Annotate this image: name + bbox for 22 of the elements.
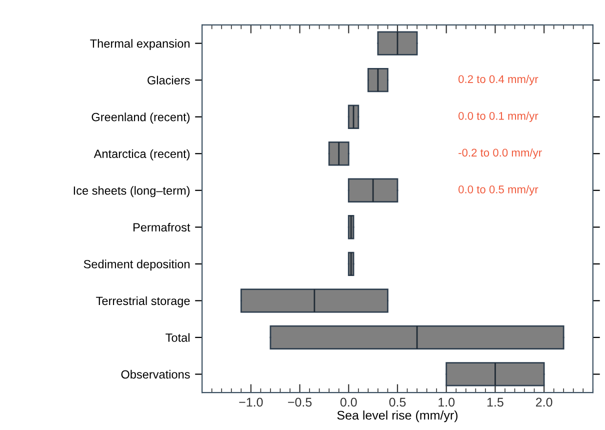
y-tick-label: Total (166, 333, 190, 342)
y-tick-label: Glaciers (148, 76, 190, 84)
y-tick-label: Antarctica (recent) (94, 149, 190, 160)
x-tick-label: −0.5 (288, 398, 312, 407)
y-tick-label: Thermal expansion (90, 39, 190, 50)
x-axis-title: Sea level rise (mm/yr) (337, 410, 458, 422)
x-tick-label: 0.5 (389, 398, 406, 407)
x-tick-label: 1.5 (487, 398, 504, 407)
x-tick-label: 0.0 (340, 398, 357, 407)
y-tick-label: Observations (121, 370, 190, 379)
x-tick-label: −1.0 (239, 398, 263, 407)
y-tick-label: Permafrost (134, 222, 190, 232)
y-tick-label: Ice sheets (long–term) (74, 186, 190, 198)
y-tick-label: Sediment deposition (84, 260, 190, 271)
x-tick-label: 1.0 (438, 398, 455, 407)
annotation: 0.2 to 0.4 mm/yr (458, 74, 538, 86)
annotation: -0.2 to 0.0 mm/yr (458, 148, 542, 159)
y-tick-label: Greenland (recent) (92, 112, 190, 124)
annotation: 0.0 to 0.1 mm/yr (458, 112, 538, 122)
x-tick-label: 2.0 (536, 398, 552, 407)
y-tick-label: Terrestrial storage (96, 296, 190, 308)
annotation: 0.0 to 0.5 mm/yr (458, 185, 538, 196)
